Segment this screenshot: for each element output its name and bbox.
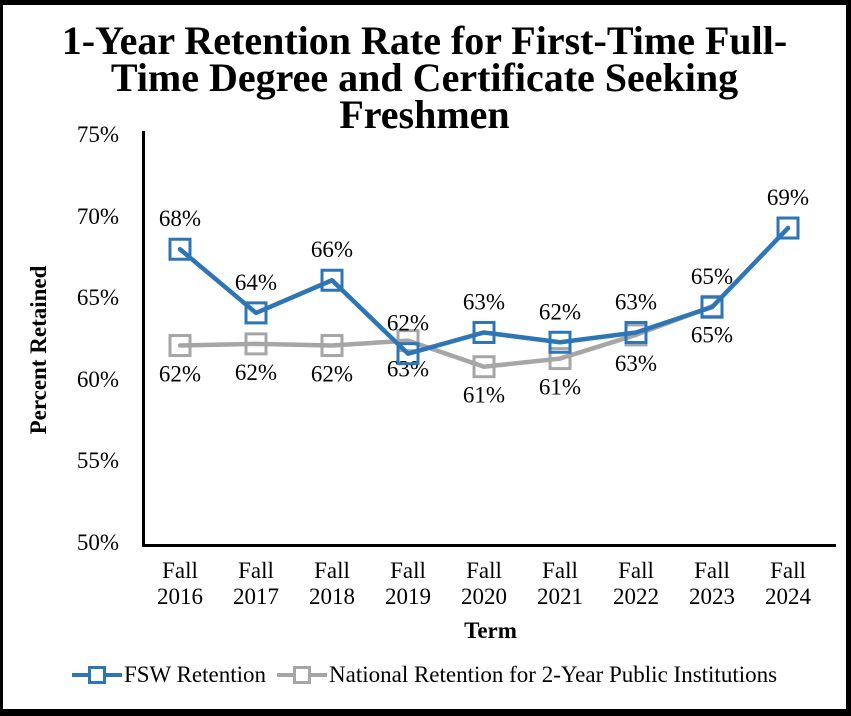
chart-legend: FSW Retention National Retention for 2-Ye…: [3, 662, 846, 688]
fsw-data-point-marker: [396, 342, 420, 366]
fsw-data-label: 66%: [311, 237, 353, 262]
national-series-line: [177, 304, 715, 369]
chart-title: 1-Year Retention Rate for First-Time Ful…: [3, 18, 846, 137]
national-data-label: 65%: [691, 322, 733, 347]
plot-area: 62% 62% 62% 63% 61% 61% 63% 65% 68% 64% 66% 62% 63% 6…: [142, 131, 836, 547]
national-data-label: 61%: [463, 383, 505, 408]
x-tick-label: Fall 2016: [135, 558, 225, 610]
fsw-data-label: 63%: [615, 289, 657, 314]
x-tick-label: Fall 2018: [287, 558, 377, 610]
fsw-legend-marker-icon: [71, 666, 122, 684]
x-tick-label: Fall 2021: [515, 558, 605, 610]
y-tick-label: 75%: [76, 122, 119, 147]
fsw-data-point-marker: [548, 330, 572, 354]
x-tick-label-line: 2022: [613, 584, 659, 609]
national-data-point-marker: [548, 347, 572, 371]
fsw-data-point-marker: [244, 301, 268, 325]
x-tick-label: Fall 2020: [439, 558, 529, 610]
x-tick-label-line: 2023: [689, 584, 735, 609]
x-tick-label-line: Fall: [694, 558, 730, 583]
fsw-data-label: 65%: [691, 264, 733, 289]
x-tick-label-line: 2016: [157, 584, 203, 609]
fsw-data-point-marker: [168, 237, 192, 261]
x-tick-label-line: 2021: [537, 584, 583, 609]
national-legend-marker-icon: [277, 666, 328, 684]
national-data-point-marker: [168, 334, 192, 358]
x-tick-label: Fall 2023: [667, 558, 757, 610]
legend-label: FSW Retention: [123, 662, 267, 687]
y-tick-label: 65%: [76, 285, 119, 311]
chart-title-line1: 1-Year Retention Rate for First-Time Ful…: [61, 18, 788, 63]
fsw-data-point-marker: [700, 295, 724, 319]
fsw-data-point-marker: [320, 268, 344, 292]
national-data-label: 61%: [539, 375, 581, 400]
x-tick-label-line: Fall: [542, 558, 578, 583]
x-tick-label-line: Fall: [390, 558, 426, 583]
x-tick-label: Fall 2017: [211, 558, 301, 610]
x-tick-label-line: 2020: [461, 584, 507, 609]
national-data-label: 62%: [235, 360, 277, 385]
fsw-series-line: [177, 225, 791, 356]
x-tick-label-line: Fall: [770, 558, 806, 583]
national-data-label: 62%: [159, 362, 201, 387]
national-data-label: 63%: [615, 351, 657, 376]
x-tick-label-line: 2018: [309, 584, 355, 609]
national-data-point-marker: [320, 334, 344, 358]
fsw-data-label: 69%: [767, 185, 809, 210]
national-data-label: 63%: [387, 357, 429, 382]
y-tick-label: 55%: [76, 448, 119, 474]
fsw-data-label: 63%: [463, 289, 505, 314]
fsw-data-label: 62%: [387, 311, 429, 336]
fsw-data-label: 64%: [235, 270, 277, 295]
legend-label: National Retention for 2-Year Public Ins…: [329, 662, 778, 687]
x-tick-label-line: Fall: [238, 558, 274, 583]
legend-item-national: National Retention for 2-Year Public Ins…: [277, 662, 777, 688]
fsw-data-label: 62%: [539, 299, 581, 324]
legend-square: [87, 666, 106, 684]
x-tick-label-line: 2019: [385, 584, 431, 609]
x-tick-label-line: Fall: [314, 558, 350, 583]
y-tick-label: 50%: [76, 530, 119, 555]
x-tick-label: Fall 2022: [591, 558, 681, 610]
x-axis-title: Term: [464, 618, 517, 643]
x-tick-label-line: 2024: [765, 584, 811, 609]
y-tick-label: 60%: [76, 366, 119, 392]
national-data-label: 62%: [311, 362, 353, 387]
national-data-point-marker: [244, 332, 268, 356]
legend-item-fsw: FSW Retention: [71, 662, 267, 688]
national-data-point-marker: [472, 355, 496, 379]
fsw-data-point-marker: [776, 216, 800, 240]
chart-title-line2: Time Degree and Certificate Seeking: [110, 55, 739, 100]
x-tick-label-line: Fall: [618, 558, 654, 583]
legend-square: [293, 666, 312, 684]
x-tick-label: Fall 2019: [363, 558, 453, 610]
y-tick-label: 70%: [76, 203, 119, 229]
chart-title-line3: Freshmen: [339, 92, 510, 137]
x-tick-label-line: Fall: [162, 558, 198, 583]
plot-canvas: 62% 62% 62% 63% 61% 61% 63% 65% 68% 64% 66% 62% 63% 6…: [159, 185, 809, 408]
x-tick-label: Fall 2024: [743, 558, 833, 610]
fsw-data-point-marker: [624, 320, 648, 344]
x-tick-label-line: Fall: [466, 558, 502, 583]
x-tick-label-line: 2017: [233, 584, 279, 609]
fsw-data-point-marker: [472, 320, 496, 344]
fsw-data-label: 68%: [159, 206, 201, 231]
